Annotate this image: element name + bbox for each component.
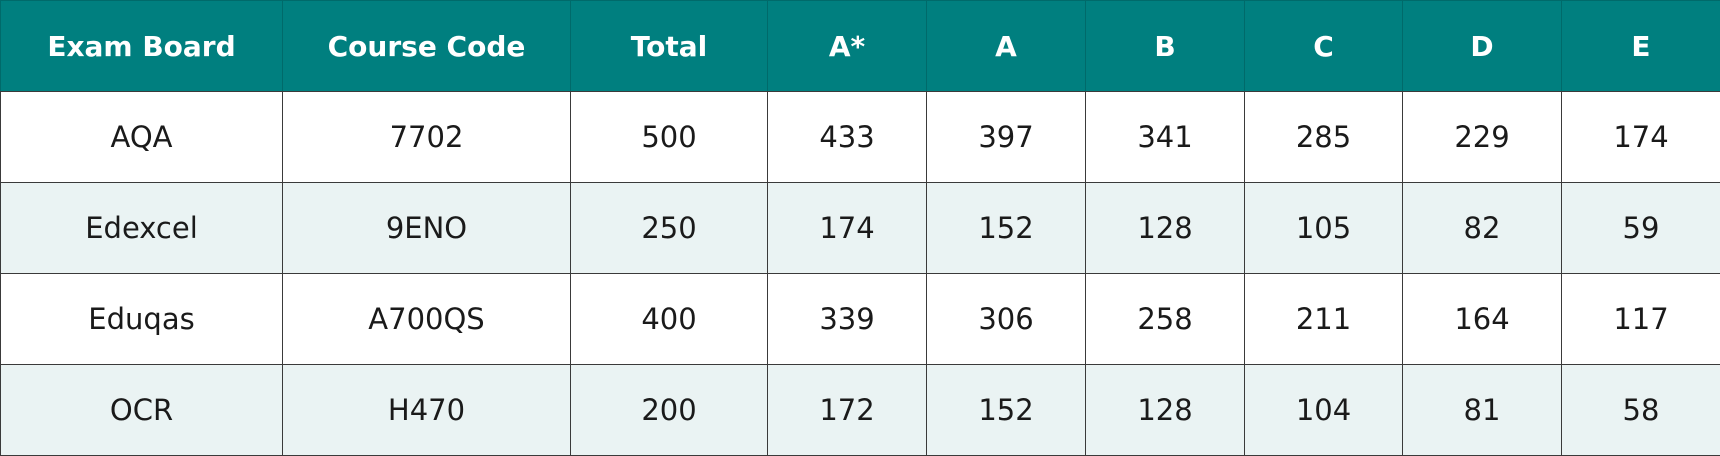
table-cell: 285: [1245, 92, 1403, 183]
table-cell: 81: [1403, 365, 1562, 456]
table-cell: 258: [1086, 274, 1245, 365]
table-cell: 82: [1403, 183, 1562, 274]
column-header: E: [1562, 1, 1720, 92]
column-header: C: [1245, 1, 1403, 92]
table-cell: 7702: [283, 92, 571, 183]
table-cell: 433: [768, 92, 927, 183]
table-cell: 200: [571, 365, 768, 456]
column-header: Course Code: [283, 1, 571, 92]
table-cell: 152: [927, 365, 1086, 456]
table-cell: 164: [1403, 274, 1562, 365]
table-cell: 128: [1086, 183, 1245, 274]
table-cell: A700QS: [283, 274, 571, 365]
table-cell: 339: [768, 274, 927, 365]
column-header: D: [1403, 1, 1562, 92]
table-cell: 172: [768, 365, 927, 456]
table-cell: 128: [1086, 365, 1245, 456]
table-cell: 341: [1086, 92, 1245, 183]
table-cell: OCR: [1, 365, 283, 456]
table-cell: 500: [571, 92, 768, 183]
table-cell: 152: [927, 183, 1086, 274]
table-cell: 400: [571, 274, 768, 365]
table-cell: 58: [1562, 365, 1720, 456]
table-cell: 174: [1562, 92, 1720, 183]
table-cell: 104: [1245, 365, 1403, 456]
table-cell: 306: [927, 274, 1086, 365]
table-cell: AQA: [1, 92, 283, 183]
table-cell: H470: [283, 365, 571, 456]
table-cell: 229: [1403, 92, 1562, 183]
table-cell: 59: [1562, 183, 1720, 274]
table-cell: 211: [1245, 274, 1403, 365]
table-cell: 174: [768, 183, 927, 274]
table-cell: 397: [927, 92, 1086, 183]
table-cell: 9ENO: [283, 183, 571, 274]
column-header: B: [1086, 1, 1245, 92]
table-cell: 105: [1245, 183, 1403, 274]
column-header: Exam Board: [1, 1, 283, 92]
table-cell: Eduqas: [1, 274, 283, 365]
table-cell: 250: [571, 183, 768, 274]
table-cell: Edexcel: [1, 183, 283, 274]
column-header: Total: [571, 1, 768, 92]
table-cell: 117: [1562, 274, 1720, 365]
column-header: A: [927, 1, 1086, 92]
column-header: A*: [768, 1, 927, 92]
